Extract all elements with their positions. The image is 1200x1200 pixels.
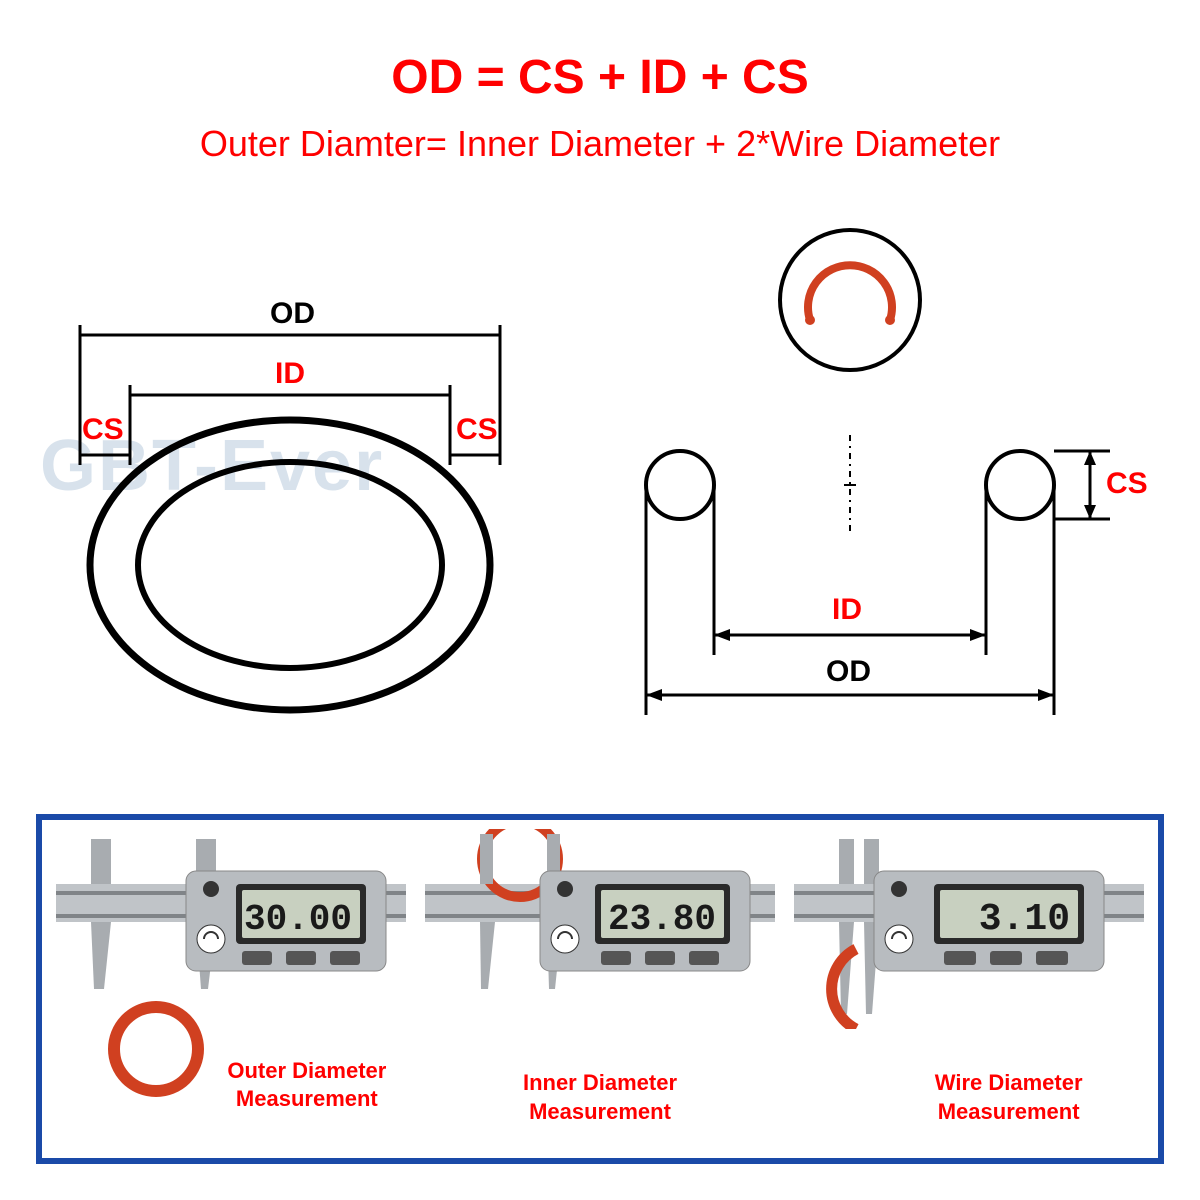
caliper-panel: 30.00 Outer DiameterMeasurement xyxy=(36,814,1164,1164)
caliper-wire-svg: 3.10 xyxy=(794,829,1144,1029)
side-view-svg xyxy=(600,225,1160,785)
side-view-diagram: CS ID OD xyxy=(600,225,1160,745)
od-label-top: OD xyxy=(270,297,315,331)
caliper-label-1: Inner DiameterMeasurement xyxy=(523,1069,677,1126)
formula-text: OD = CS + ID + CS xyxy=(0,50,1200,105)
diagram-area: GBT-Ever OD ID CS CS xyxy=(0,195,1200,795)
cs-label-side: CS xyxy=(1106,467,1148,501)
caliper-reading-0: 30.00 xyxy=(244,899,352,940)
caliper-label-0: Outer DiameterMeasurement xyxy=(227,1057,386,1114)
top-view-diagram: OD ID CS CS xyxy=(60,295,540,715)
caliper-inner-svg: 23.80 xyxy=(425,829,775,1029)
od-label-side: OD xyxy=(826,655,871,689)
caliper-reading-2: 3.10 xyxy=(978,898,1069,941)
id-label-top: ID xyxy=(275,357,305,391)
cs-label-top-left: CS xyxy=(82,413,124,447)
id-label-side: ID xyxy=(832,593,862,627)
caliper-reading-1: 23.80 xyxy=(608,899,716,940)
cs-label-top-right: CS xyxy=(456,413,498,447)
ring-outer-icon xyxy=(106,999,206,1099)
caliper-wire: 3.10 Wire DiameterMeasurement xyxy=(794,829,1144,1149)
caliper-label-2: Wire DiameterMeasurement xyxy=(935,1069,1083,1126)
caliper-outer: 30.00 Outer DiameterMeasurement xyxy=(56,829,406,1149)
subtitle-text: Outer Diamter= Inner Diameter + 2*Wire D… xyxy=(0,123,1200,165)
caliper-inner: 23.80 Inner DiameterMeasurement xyxy=(425,829,775,1149)
